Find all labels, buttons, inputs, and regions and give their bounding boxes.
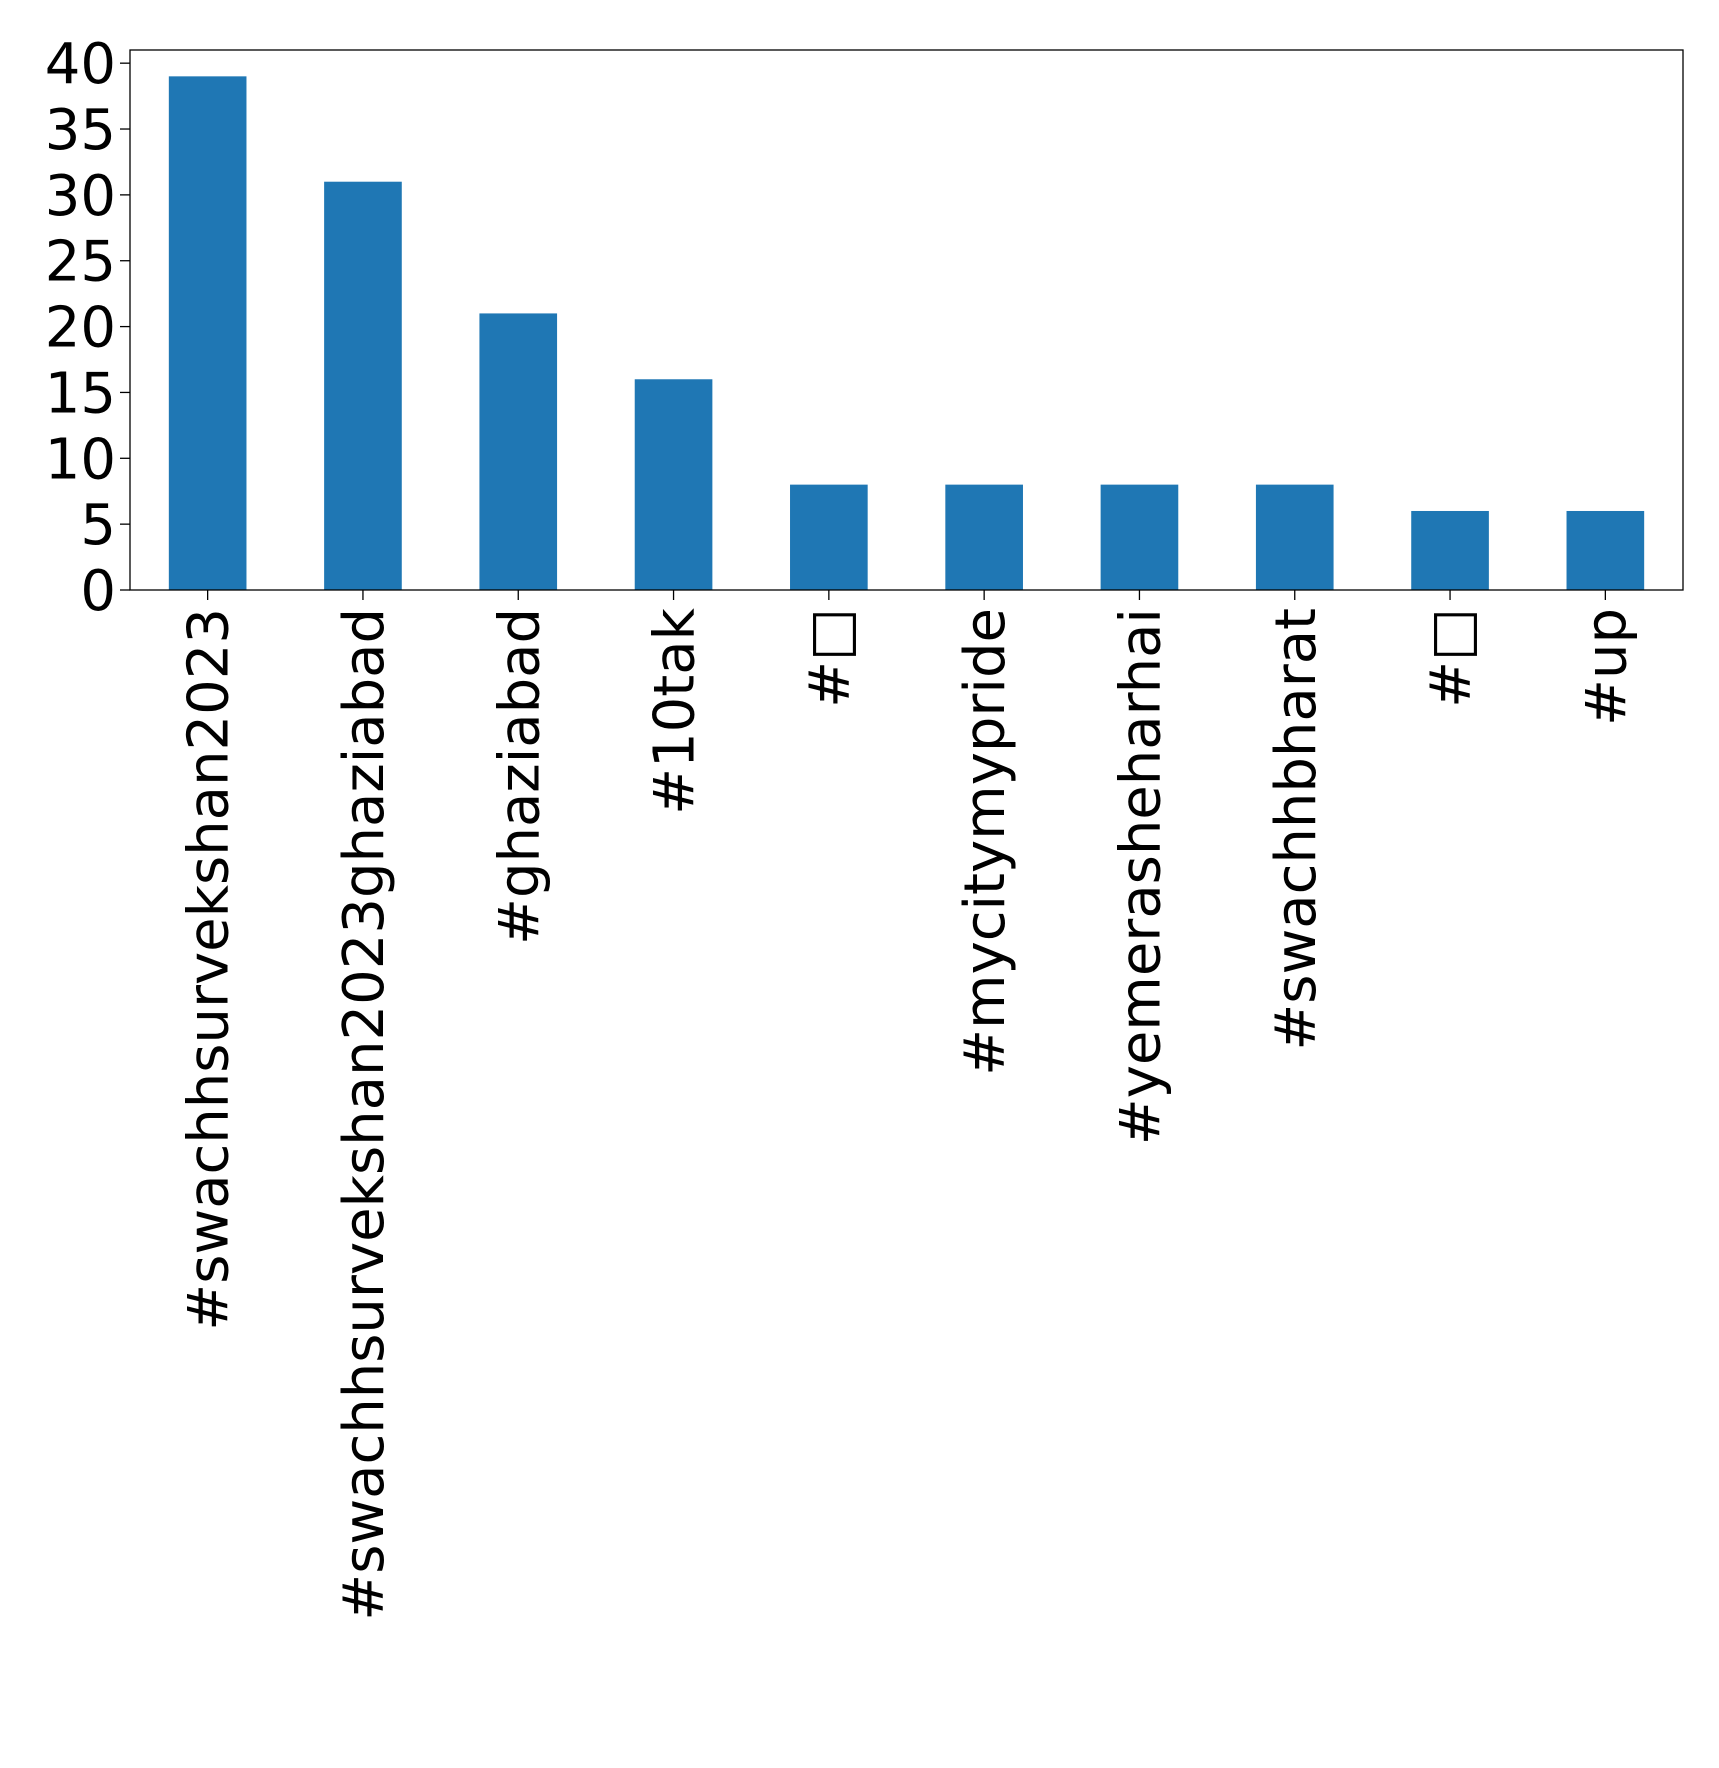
x-tick-label: #mycitymypride xyxy=(953,608,1018,1076)
bar-0 xyxy=(168,76,247,591)
plot-frame xyxy=(129,49,1684,591)
bar-6 xyxy=(1100,484,1179,590)
y-tick-label: 5 xyxy=(80,493,116,558)
y-tick-label: 15 xyxy=(45,361,116,426)
bars-group xyxy=(168,76,1645,591)
x-tick-label: #swachhsurvekshan2023ghaziabad xyxy=(332,608,397,1621)
x-tick-label: #10tak xyxy=(643,607,708,814)
bar-7 xyxy=(1255,484,1334,590)
x-tick-label: #swachhbharat xyxy=(1264,608,1329,1051)
y-tick-label: 20 xyxy=(45,296,116,361)
y-tick-label: 30 xyxy=(45,164,116,229)
y-tick-label: 35 xyxy=(45,98,116,163)
bar-9 xyxy=(1566,510,1645,590)
y-tick-label: 40 xyxy=(45,32,116,97)
bar-5 xyxy=(945,484,1023,590)
y-tick-label: 0 xyxy=(80,559,116,624)
bar-2 xyxy=(479,313,558,590)
x-tick-label: #yemerasheharhai xyxy=(1108,608,1173,1145)
bar-1 xyxy=(324,181,402,590)
x-tick-label: #up xyxy=(1574,608,1639,726)
x-tick-label: #□ xyxy=(798,608,863,708)
bar-4 xyxy=(790,484,868,590)
y-tick-label: 25 xyxy=(45,230,116,295)
x-tick-label: #ghaziabad xyxy=(487,608,552,945)
y-tick-label: 10 xyxy=(45,427,116,492)
x-axis: #swachhsurvekshan2023 #swachhsurvekshan20… xyxy=(177,590,1639,1621)
bar-8 xyxy=(1411,510,1489,590)
x-tick-label: #□ xyxy=(1419,608,1484,708)
bar-3 xyxy=(634,379,713,590)
x-tick-label: #swachhsurvekshan2023 xyxy=(177,608,242,1331)
